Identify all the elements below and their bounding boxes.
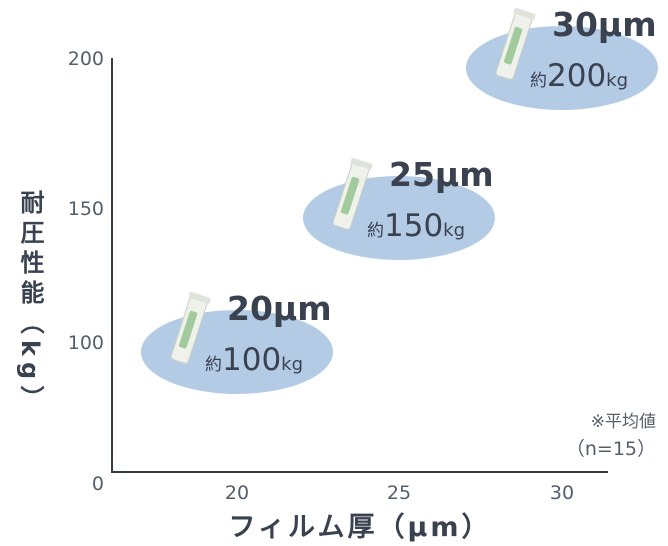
bag-icon <box>332 157 373 230</box>
data-point-30: 30μm 約200kg <box>466 5 658 110</box>
value-number: 150 <box>384 208 443 244</box>
y-tick-label: 100 <box>68 332 104 354</box>
value-prefix: 約 <box>530 71 547 91</box>
thickness-label: 20μm <box>227 289 332 328</box>
average-note-line1: ※平均値 <box>590 412 656 432</box>
bag-print <box>503 26 523 65</box>
value-prefix: 約 <box>205 355 222 375</box>
average-note: ※平均値 （n=15） <box>566 407 656 461</box>
y-tick-label: 200 <box>68 48 104 70</box>
value-number: 100 <box>222 342 281 378</box>
value-prefix: 約 <box>367 221 384 241</box>
data-point-25: 25μm 約150kg <box>303 155 495 260</box>
x-axis-label: フィルム厚（μm） <box>229 512 492 543</box>
value-label: 約200kg <box>530 58 628 94</box>
bag-icon <box>495 7 536 80</box>
x-tick-label: 30 <box>550 482 574 504</box>
value-label: 約100kg <box>205 342 303 378</box>
y-axis-label: 耐圧性能（kg） <box>16 190 44 415</box>
bag-icon <box>170 291 211 364</box>
value-unit: kg <box>606 70 628 91</box>
thickness-label: 30μm <box>552 5 657 44</box>
x-tick-label: 25 <box>387 482 411 504</box>
value-unit: kg <box>281 354 303 375</box>
x-tick-label: 20 <box>225 482 249 504</box>
value-label: 約150kg <box>367 208 465 244</box>
value-number: 200 <box>547 58 606 94</box>
axes: 0 100 150 200 20 25 30 耐圧性能（kg） <box>16 48 608 504</box>
bag-print <box>178 310 198 349</box>
bag-seal <box>513 7 536 20</box>
value-unit: kg <box>443 220 465 241</box>
y-tick-label: 0 <box>92 473 104 495</box>
y-tick-label: 150 <box>68 198 104 220</box>
thickness-label: 25μm <box>389 155 494 194</box>
average-note-line2: （n=15） <box>565 438 656 460</box>
data-point-20: 20μm 約100kg <box>141 289 333 394</box>
bag-print <box>340 176 360 215</box>
bag-seal <box>350 157 373 170</box>
bag-seal <box>188 291 211 304</box>
